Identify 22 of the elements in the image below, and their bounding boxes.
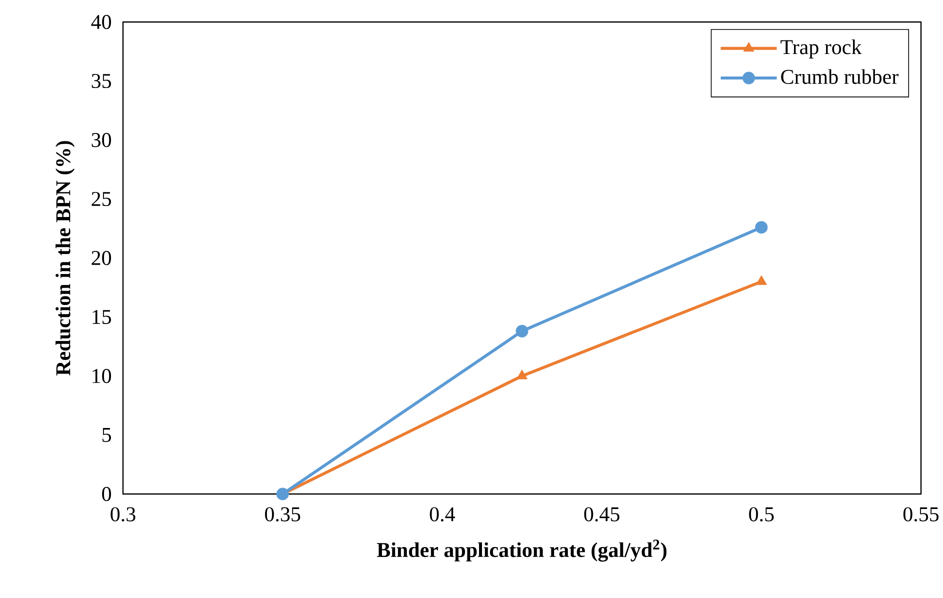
y-tick-label: 40 xyxy=(91,14,112,30)
x-tick-label: 0.35 xyxy=(265,507,300,522)
x-tick-label: 0.5 xyxy=(749,507,774,522)
x-tick-label: 0.4 xyxy=(430,507,456,522)
y-tick-label: 10 xyxy=(92,368,112,384)
x-axis-title: Binder application rate (gal/yd$^{2}$) xyxy=(376,540,666,562)
point xyxy=(516,324,528,338)
y-tick-label: 20 xyxy=(92,250,112,266)
point xyxy=(276,488,289,500)
legend-label: Trap rock xyxy=(780,39,862,59)
y-tick-label: 15 xyxy=(92,310,111,324)
y-axis-title: Reduction in the BPN (%) xyxy=(56,141,75,376)
x-tick-label: 0.3 xyxy=(110,507,136,522)
legend-label: Crumb rubber xyxy=(781,69,898,84)
point xyxy=(755,221,768,234)
y-tick-label: 5 xyxy=(102,428,111,442)
y-tick-label: 35 xyxy=(92,74,111,88)
y-tick-label: 25 xyxy=(92,192,111,206)
x-tick-label: 0.45 xyxy=(584,507,620,522)
y-tick-label: 0 xyxy=(102,486,112,502)
x-tick-label: 0.55 xyxy=(903,507,939,522)
y-tick-label: 30 xyxy=(92,132,112,148)
